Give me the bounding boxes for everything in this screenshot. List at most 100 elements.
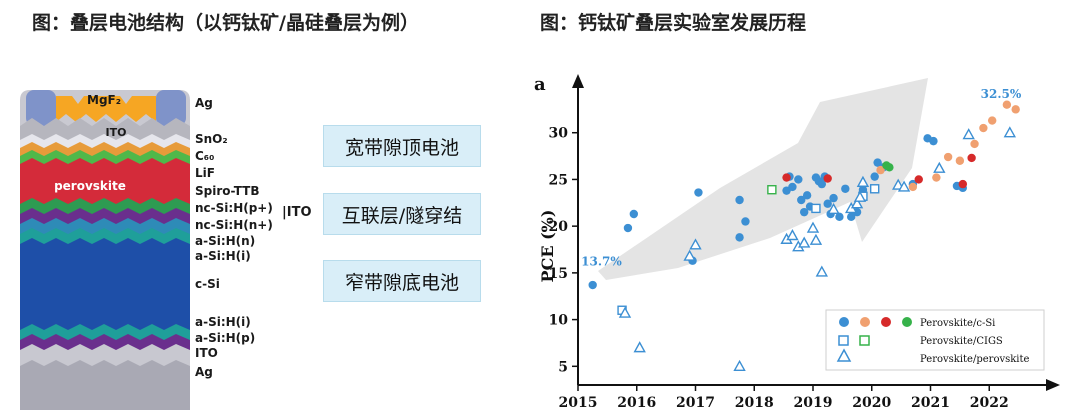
data-point-circle-blue <box>817 179 827 189</box>
narrow-bandgap-bottom-cell-box: 窄带隙底电池 <box>323 260 481 302</box>
data-point-circle-red <box>914 175 923 184</box>
data-point-circle-red <box>782 173 791 182</box>
layer-label-a-si-n: a-Si:H(n) <box>195 234 256 248</box>
data-point-triangle-blue <box>809 233 823 245</box>
data-point-circle-blue <box>846 212 856 222</box>
data-point-circle-blue <box>929 136 938 146</box>
legend-label-perovskite-cigs: Perovskite/CIGS <box>920 336 1003 347</box>
data-point-circle-blue <box>788 182 797 192</box>
data-point-square-blue <box>869 184 880 194</box>
data-point-triangle-blue <box>618 306 632 318</box>
legend-marker-red-circle <box>881 317 891 327</box>
annotation-label: 32.5% <box>981 87 1022 101</box>
ag-contact-right <box>156 90 186 126</box>
y-tick-label: 5 <box>558 359 568 375</box>
interconnect-tunnel-junction-box: 互联层/隧穿结 <box>323 193 481 235</box>
annotation-label: 13.7% <box>581 254 622 268</box>
layer-label-ito-bottom: ITO <box>195 346 218 360</box>
data-point-circle-orange <box>970 139 979 149</box>
layer-label-sno2: SnO₂ <box>195 132 228 146</box>
data-point-circle-blue <box>870 172 879 181</box>
data-point-circle-blue <box>694 188 703 197</box>
layer-label-c60: C₆₀ <box>195 149 215 163</box>
data-point-circle-orange <box>955 156 965 165</box>
layer-label-ito-junction: |ITO <box>282 205 312 220</box>
layer-label-a-si-p: a-Si:H(p) <box>195 331 256 345</box>
ag-contact-left <box>26 90 56 126</box>
layer-label-ag-top: Ag <box>195 96 213 110</box>
data-point-circle-blue <box>873 158 882 167</box>
data-point-circle-blue <box>835 212 844 222</box>
data-point-circle-blue <box>735 195 744 205</box>
data-point-circle-orange <box>979 123 988 133</box>
left-figure-title: 图：叠层电池结构（以钙钛矿/晶硅叠层为例） <box>32 12 419 34</box>
data-point-triangle-blue <box>683 249 696 261</box>
data-point-triangle-blue <box>850 197 864 209</box>
data-point-triangle-blue <box>786 229 799 241</box>
data-point-circle-blue <box>829 193 838 203</box>
data-point-circle-orange <box>908 182 918 192</box>
legend-label-perovskite-c-si: Perovskite/c-Si <box>920 318 995 329</box>
y-axis-arrow <box>572 74 584 88</box>
legend-label-perovskite-perovskite: Perovskite/perovskite <box>920 354 1030 365</box>
legend-marker-blue-circle <box>839 317 849 327</box>
layer-label-ag-bottom: Ag <box>195 365 213 379</box>
mgf2-layer <box>56 96 156 122</box>
data-point-circle-blue <box>741 217 750 226</box>
data-point-circle-orange <box>1011 105 1020 114</box>
data-point-circle-blue <box>588 280 597 290</box>
trend-arrow <box>598 78 928 280</box>
perovskite-label: perovskite <box>54 179 126 193</box>
tandem-cell-stack-diagram: MgF₂ ITO perovskite <box>20 90 190 410</box>
data-point-circle-blue <box>841 184 850 193</box>
y-tick-label: 10 <box>549 313 569 329</box>
data-point-triangle-blue <box>689 238 702 250</box>
data-point-square-blue <box>811 203 821 214</box>
right-figure-title: 图：钙钛矿叠层实验室发展历程 <box>540 12 807 34</box>
data-point-circle-blue <box>799 207 809 217</box>
layer-label-c-si: c-Si <box>195 277 220 291</box>
ito-top-layer <box>20 118 190 140</box>
x-tick-label: 2021 <box>911 395 950 411</box>
pce-scatter-chart: a PCE (%) 2015 2016 2017 2018 2019 2020 2021 20… <box>534 74 1060 411</box>
data-point-triangle-blue <box>815 265 829 277</box>
x-tick-label: 2020 <box>852 395 891 411</box>
data-point-triangle-blue <box>897 180 911 192</box>
data-point-circle-red <box>967 153 976 163</box>
data-point-circle-blue <box>794 175 803 184</box>
data-point-triangle-blue <box>633 341 646 353</box>
plot-area <box>598 78 928 280</box>
data-point-triangle-blue <box>1003 126 1017 138</box>
data-point-triangle-blue <box>733 359 746 372</box>
x-tick-label: 2016 <box>617 395 656 411</box>
legend-marker-green-square <box>859 335 870 346</box>
data-point-triangle-blue <box>856 175 870 187</box>
data-point-circle-blue <box>797 195 806 205</box>
layer-label-nc-si-p: nc-Si:H(p+) <box>195 201 273 215</box>
x-tick-label: 2019 <box>794 395 833 411</box>
wide-bandgap-top-cell-box: 宽带隙顶电池 <box>323 125 481 167</box>
x-axis-arrow <box>1046 379 1060 391</box>
y-tick-label: 25 <box>549 172 568 188</box>
layer-label-a-si-i-top: a-Si:H(i) <box>195 249 251 263</box>
x-tick-label: 2017 <box>676 395 715 411</box>
data-point-circle-blue <box>823 199 832 208</box>
y-axis-label: PCE (%) <box>538 210 557 283</box>
y-tick-label: 15 <box>549 266 568 282</box>
data-point-triangle-blue <box>797 236 811 248</box>
legend-marker-blue-square <box>838 335 849 346</box>
layer-label-a-si-i-bottom: a-Si:H(i) <box>195 315 251 329</box>
data-point-circle-green <box>885 163 894 172</box>
y-tick-label: 20 <box>549 219 569 235</box>
perovskite-layer <box>20 158 190 204</box>
x-tick-label: 2022 <box>970 395 1009 411</box>
x-tick-label: 2015 <box>559 395 598 411</box>
ito-top-label: ITO <box>106 126 127 139</box>
data-point-circle-blue <box>623 223 633 233</box>
data-point-circle-red <box>823 174 832 183</box>
legend-marker-blue-triangle <box>836 348 852 362</box>
legend-marker-orange-circle <box>860 317 870 327</box>
c-si-layer <box>20 238 190 330</box>
y-tick-label: 30 <box>549 126 569 142</box>
mgf2-label: MgF₂ <box>87 93 121 107</box>
